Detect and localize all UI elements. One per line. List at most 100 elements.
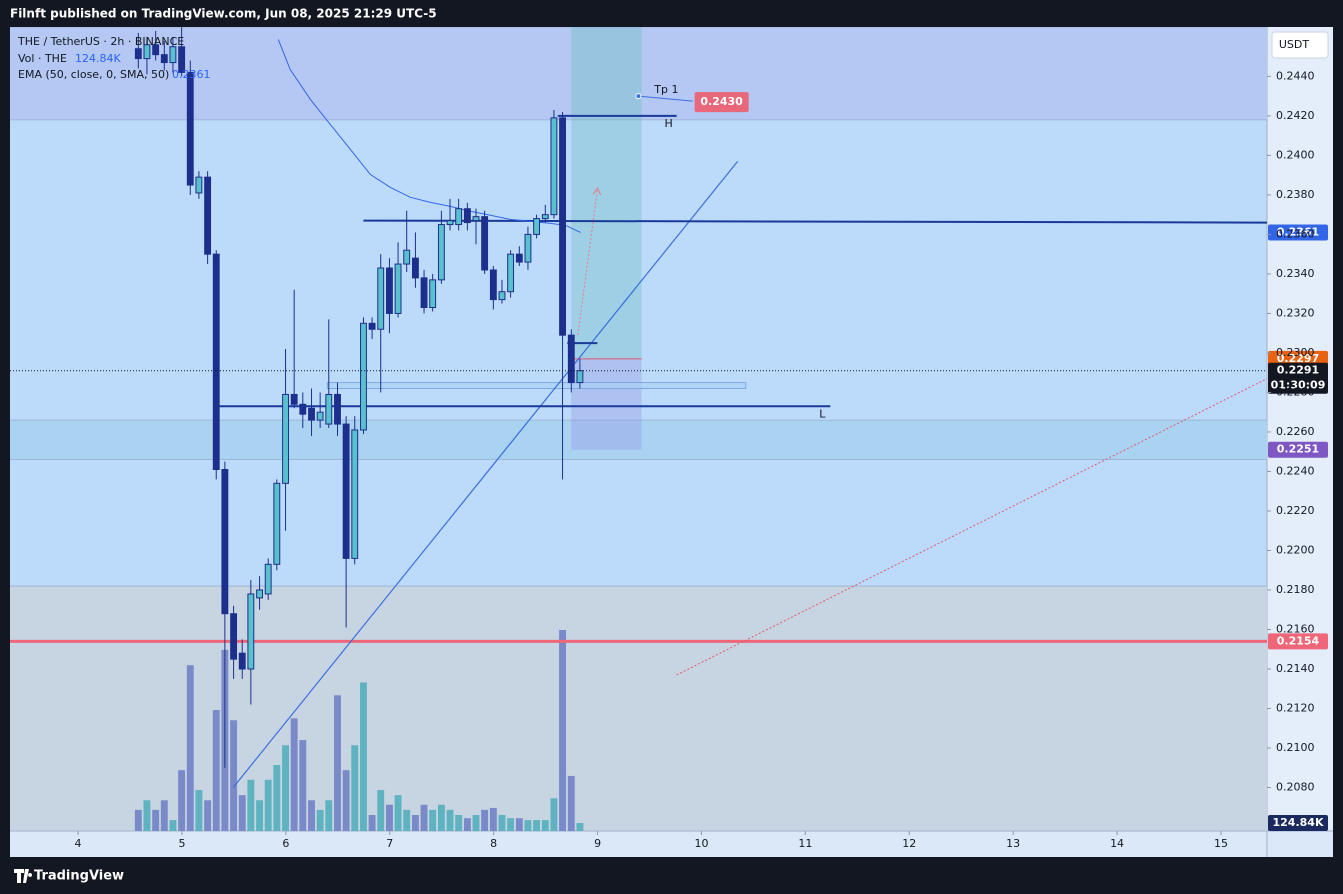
- volume-bar: [342, 770, 350, 831]
- candle-body: [238, 652, 246, 670]
- tp-label-box: [694, 92, 749, 113]
- volume-bar: [152, 809, 160, 831]
- candle-body: [446, 220, 454, 226]
- volume-bar: [360, 682, 367, 831]
- price-badge: 0.2291: [1277, 364, 1319, 377]
- volume-bar: [394, 795, 402, 831]
- legend-symbol: THE / TetherUS · 2h · BINANCE: [17, 35, 184, 48]
- candle-body: [273, 482, 281, 565]
- tp-text: Tp 1: [653, 83, 678, 96]
- y-tick-label: 0.2180: [1276, 583, 1315, 596]
- volume-bar: [377, 790, 385, 831]
- volume-bar: [420, 804, 428, 831]
- legend-ema: EMA (50, close, 0, SMA, 50): [18, 68, 169, 81]
- volume-bar: [351, 745, 359, 831]
- tp-dot: [635, 93, 642, 100]
- line-label: H: [664, 117, 672, 130]
- candle-body: [247, 593, 255, 670]
- tp-label: 0.2430: [700, 95, 743, 108]
- currency-button[interactable]: [1271, 31, 1329, 59]
- volume-bar: [212, 710, 220, 831]
- candle-body: [559, 117, 566, 336]
- volume-bar: [489, 807, 497, 831]
- x-tick-label: 13: [1006, 837, 1020, 850]
- entry-badge: 0.2297: [1277, 352, 1319, 365]
- volume-bar: [247, 779, 255, 831]
- candle-body: [282, 393, 289, 484]
- candle-body: [360, 322, 367, 431]
- candle-body: [334, 393, 341, 425]
- x-tick-label: 14: [1110, 837, 1124, 850]
- volume-bar: [403, 809, 411, 831]
- position-target: [571, 27, 642, 359]
- volume-bar: [524, 820, 532, 831]
- x-tick-label: 10: [694, 837, 708, 850]
- candle-body: [368, 322, 376, 330]
- volume-badge-box: [1268, 815, 1328, 831]
- y-tick-label: 0.2360: [1276, 227, 1315, 240]
- candle-body: [437, 224, 445, 281]
- candle-body: [351, 429, 359, 559]
- candle-body: [316, 411, 324, 421]
- y-tick-label: 0.2340: [1276, 267, 1315, 280]
- y-tick-label: 0.2140: [1276, 662, 1315, 675]
- legend-volume: Vol · THE: [18, 52, 67, 65]
- volume-bar: [411, 814, 419, 831]
- candle-body: [481, 216, 489, 271]
- candle-body: [550, 117, 558, 216]
- y-tick-label: 0.2320: [1276, 306, 1315, 319]
- level-badge-box: [1268, 633, 1328, 650]
- volume-bar: [567, 775, 575, 831]
- candle-body: [342, 423, 350, 559]
- countdown: 01:30:09: [1271, 379, 1326, 392]
- currency[interactable]: USDT: [1279, 38, 1310, 51]
- volume-bar: [195, 790, 203, 831]
- time-axis: [10, 831, 1333, 857]
- candle-body: [472, 216, 480, 222]
- volume-bar: [264, 779, 272, 831]
- volume-bar: [550, 798, 558, 831]
- y-tick-label: 0.2300: [1276, 346, 1315, 359]
- candle-body: [541, 214, 549, 220]
- y-tick-label: 0.2240: [1276, 464, 1315, 477]
- y-tick-label: 0.2160: [1276, 623, 1315, 636]
- tp-connector: [638, 95, 693, 102]
- volume-bar: [204, 800, 212, 831]
- footer-logo[interactable]: TradingView: [34, 869, 124, 884]
- candle-body: [221, 468, 229, 615]
- candle-body: [463, 208, 471, 224]
- y-tick-label: 0.2400: [1276, 148, 1315, 161]
- candle-body: [152, 44, 160, 56]
- volume-bar: [230, 720, 238, 831]
- y-tick-label: 0.2220: [1276, 504, 1315, 517]
- candle-body: [515, 253, 523, 263]
- volume-bar: [134, 809, 142, 831]
- price-badge-box: [1268, 362, 1328, 394]
- x-tick-label: 9: [594, 837, 601, 850]
- candle-body: [498, 291, 506, 301]
- candle-body: [169, 46, 177, 64]
- volume-bar: [325, 800, 333, 831]
- candle-body: [507, 253, 515, 293]
- volume-bar: [273, 765, 281, 831]
- y-tick-label: 0.2080: [1276, 781, 1315, 794]
- volume-bar: [429, 809, 437, 831]
- candle-body: [386, 267, 393, 314]
- x-tick-label: 8: [490, 837, 497, 850]
- volume-bar: [437, 804, 445, 831]
- volume-bar: [143, 800, 151, 831]
- candle-body: [567, 334, 575, 384]
- volume-bar: [282, 745, 289, 831]
- volume-bar: [481, 809, 489, 831]
- line-label: L: [819, 407, 826, 420]
- candle-body: [143, 44, 151, 60]
- y-tick-label: 0.2100: [1276, 741, 1315, 754]
- volume-bar: [368, 814, 376, 831]
- volume-bar: [169, 820, 177, 831]
- stop-badge-box: [1268, 441, 1328, 458]
- x-tick-label: 11: [798, 837, 812, 850]
- y-tick-label: 0.2420: [1276, 109, 1315, 122]
- header-text: Filnft published on TradingView.com, Jun…: [10, 7, 437, 21]
